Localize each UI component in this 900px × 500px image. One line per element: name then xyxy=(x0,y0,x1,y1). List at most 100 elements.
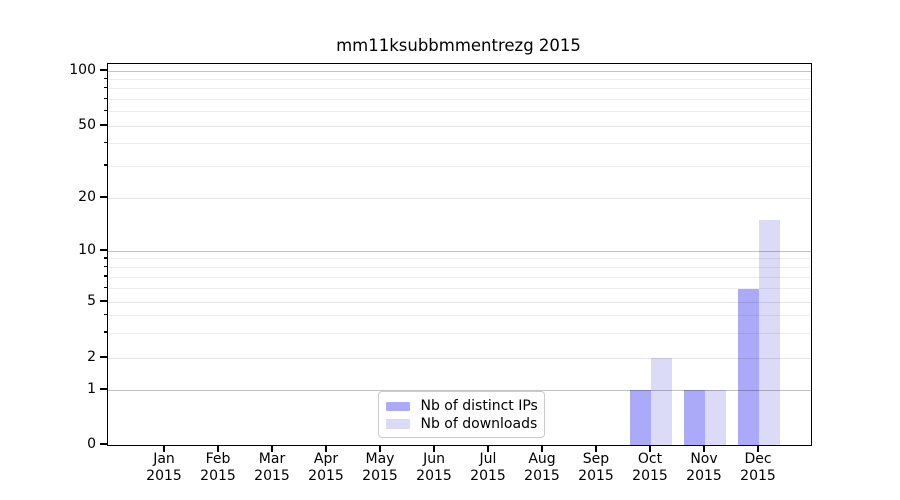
x-ticklabel-nov: Nov 2015 xyxy=(672,451,736,485)
x-ticklabel-month: Aug xyxy=(528,451,556,467)
x-ticklabel-year: 2015 xyxy=(632,468,668,484)
y-minor-tickmark-40 xyxy=(103,141,107,144)
y-ticklabel-1: 1 xyxy=(87,380,96,397)
x-tickmark-mar xyxy=(271,446,273,452)
x-tickmark-apr xyxy=(325,446,327,452)
gridline-y-50 xyxy=(108,125,811,127)
x-ticklabel-month: Oct xyxy=(637,451,663,467)
minor-gridline-y-3 xyxy=(108,332,811,334)
minor-gridline-y-60 xyxy=(108,111,811,113)
y-minor-tickmark-90 xyxy=(103,77,107,80)
y-tickmark-10 xyxy=(100,249,107,251)
x-ticklabel-jul: Jul 2015 xyxy=(456,451,520,485)
minor-gridline-y-4 xyxy=(108,315,811,317)
minor-gridline-y-90 xyxy=(108,78,811,80)
x-ticklabel-month: Nov xyxy=(690,451,718,467)
x-ticklabel-month: Jan xyxy=(153,451,175,467)
x-ticklabel-month: Apr xyxy=(313,451,339,467)
minor-gridline-y-70 xyxy=(108,98,811,100)
y-minor-tickmark-80 xyxy=(103,86,107,89)
y-ticklabel-100: 100 xyxy=(69,61,96,78)
bar-downloads-dec xyxy=(758,220,780,445)
x-ticklabel-year: 2015 xyxy=(416,468,452,484)
y-minor-tickmark-6 xyxy=(103,286,107,289)
y-minor-tickmark-8 xyxy=(103,265,107,268)
legend-swatch-distinct-ips xyxy=(385,401,410,411)
bar-ips-nov xyxy=(683,390,705,445)
x-ticklabel-dec: Dec 2015 xyxy=(726,451,790,485)
x-tickmark-jun xyxy=(433,446,435,452)
x-ticklabel-year: 2015 xyxy=(254,468,290,484)
legend-label-downloads: Nb of downloads xyxy=(420,415,538,432)
chart-title: mm11ksubbmmentrezg 2015 xyxy=(336,36,581,55)
y-ticklabel-2: 2 xyxy=(87,348,96,365)
bar-downloads-oct xyxy=(650,358,672,445)
y-minor-tickmark-7 xyxy=(103,275,107,277)
x-ticklabel-month: Sep xyxy=(582,451,610,467)
x-ticklabel-year: 2015 xyxy=(740,468,776,484)
x-ticklabel-year: 2015 xyxy=(686,468,722,484)
x-tickmark-may xyxy=(379,446,381,452)
y-minor-tickmark-9 xyxy=(103,257,107,259)
legend-label-distinct-ips: Nb of distinct IPs xyxy=(420,398,538,415)
y-minor-tickmark-3 xyxy=(103,331,107,333)
y-minor-tickmark-4 xyxy=(103,313,107,316)
y-tickmark-2 xyxy=(100,356,107,358)
y-ticklabel-5: 5 xyxy=(87,292,96,309)
x-ticklabel-feb: Feb 2015 xyxy=(186,451,250,485)
bar-downloads-nov xyxy=(704,390,726,445)
y-ticklabel-20: 20 xyxy=(78,188,96,205)
bar-ips-dec xyxy=(737,288,759,445)
minor-gridline-y-7 xyxy=(108,276,811,278)
x-ticklabel-mar: Mar 2015 xyxy=(240,451,304,485)
x-tickmark-oct xyxy=(649,446,651,452)
x-ticklabel-year: 2015 xyxy=(470,468,506,484)
x-ticklabel-apr: Apr 2015 xyxy=(294,451,358,485)
y-tickmark-0 xyxy=(100,443,107,445)
minor-gridline-y-9 xyxy=(108,258,811,260)
x-ticklabel-year: 2015 xyxy=(578,468,614,484)
x-ticklabel-year: 2015 xyxy=(524,468,560,484)
x-ticklabel-month: Jun xyxy=(423,451,445,467)
y-minor-tickmark-60 xyxy=(103,109,107,112)
x-ticklabel-aug: Aug 2015 xyxy=(510,451,574,485)
gridline-y-5 xyxy=(108,301,811,303)
legend-entry-downloads: Nb of downloads xyxy=(385,415,538,433)
y-tickmark-20 xyxy=(100,196,107,198)
x-tickmark-jan xyxy=(163,446,165,452)
gridline-y-10 xyxy=(108,250,811,252)
y-minor-tickmark-70 xyxy=(103,97,107,100)
x-tickmark-jul xyxy=(487,446,489,452)
x-tickmark-sep xyxy=(595,446,597,452)
y-ticklabel-0: 0 xyxy=(87,435,96,452)
minor-gridline-y-6 xyxy=(108,288,811,290)
minor-gridline-y-40 xyxy=(108,143,811,145)
x-ticklabel-month: Dec xyxy=(744,451,772,467)
y-ticklabel-10: 10 xyxy=(78,241,96,258)
gridline-y-20 xyxy=(108,197,811,199)
y-tickmark-1 xyxy=(100,388,107,390)
x-ticklabel-may: May 2015 xyxy=(348,451,412,485)
x-ticklabel-year: 2015 xyxy=(362,468,398,484)
minor-gridline-y-8 xyxy=(108,266,811,268)
y-tickmark-100 xyxy=(100,69,107,71)
x-tickmark-feb xyxy=(217,446,219,452)
x-tickmark-aug xyxy=(541,446,543,452)
x-ticklabel-month: Feb xyxy=(205,451,231,467)
bar-ips-oct xyxy=(629,390,651,445)
legend-swatch-downloads xyxy=(385,419,410,429)
x-ticklabel-month: Mar xyxy=(258,451,286,467)
y-tickmark-50 xyxy=(100,124,107,126)
x-ticklabel-sep: Sep 2015 xyxy=(564,451,628,485)
minor-gridline-y-30 xyxy=(108,165,811,167)
x-tickmark-dec xyxy=(757,446,759,452)
legend-entry-distinct-ips: Nb of distinct IPs xyxy=(385,398,538,416)
legend: Nb of distinct IPs Nb of downloads xyxy=(378,391,545,438)
x-ticklabel-year: 2015 xyxy=(146,468,182,484)
y-tickmark-5 xyxy=(100,300,107,302)
gridline-y-2 xyxy=(108,357,811,359)
minor-gridline-y-80 xyxy=(108,88,811,90)
y-minor-tickmark-30 xyxy=(103,164,107,166)
x-tickmark-nov xyxy=(703,446,705,452)
